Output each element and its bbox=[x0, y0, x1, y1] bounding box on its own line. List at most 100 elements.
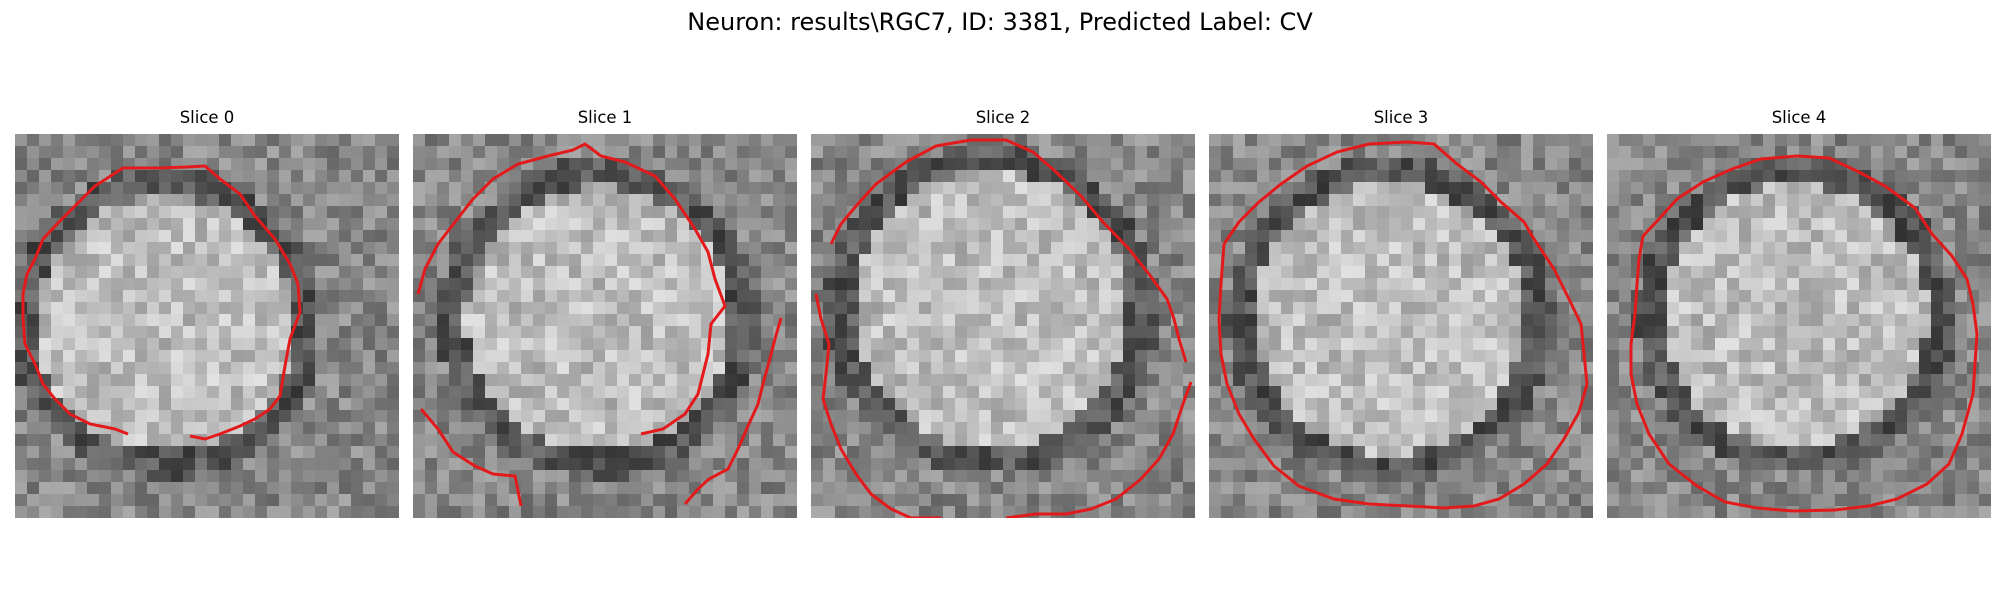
pixel-cell bbox=[847, 338, 860, 351]
pixel-cell bbox=[123, 146, 136, 159]
pixel-cell bbox=[1473, 194, 1486, 207]
pixel-cell bbox=[473, 218, 486, 231]
pixel-cell bbox=[1269, 482, 1282, 495]
pixel-cell bbox=[171, 254, 184, 267]
pixel-cell bbox=[1123, 230, 1136, 243]
pixel-cell bbox=[123, 278, 136, 291]
pixel-cell bbox=[605, 134, 618, 147]
pixel-cell bbox=[1557, 314, 1570, 327]
pixel-cell bbox=[279, 290, 292, 303]
pixel-cell bbox=[1353, 350, 1366, 363]
pixel-cell bbox=[1293, 206, 1306, 219]
pixel-cell bbox=[943, 182, 956, 195]
pixel-cell bbox=[1545, 302, 1558, 315]
pixel-cell bbox=[425, 494, 438, 507]
pixel-cell bbox=[1245, 182, 1258, 195]
slice-panel-4: Slice 4 bbox=[1607, 108, 1991, 520]
pixel-cell bbox=[387, 506, 399, 518]
pixel-cell bbox=[473, 254, 486, 267]
pixel-cell bbox=[569, 326, 582, 339]
pixel-cell bbox=[1473, 302, 1486, 315]
pixel-cell bbox=[1183, 182, 1195, 195]
pixel-cell bbox=[1715, 278, 1728, 291]
pixel-cell bbox=[1619, 278, 1632, 291]
pixel-cell bbox=[279, 206, 292, 219]
pixel-cell bbox=[303, 158, 316, 171]
pixel-cell bbox=[387, 218, 399, 231]
pixel-cell bbox=[1907, 242, 1920, 255]
pixel-cell bbox=[351, 134, 364, 147]
pixel-cell bbox=[1353, 290, 1366, 303]
pixel-cell bbox=[1919, 278, 1932, 291]
pixel-cell bbox=[1281, 242, 1294, 255]
pixel-cell bbox=[219, 146, 232, 159]
pixel-cell bbox=[243, 134, 256, 147]
pixel-cell bbox=[1281, 146, 1294, 159]
pixel-cell bbox=[581, 482, 594, 495]
pixel-cell bbox=[1329, 398, 1342, 411]
pixel-cell bbox=[1883, 266, 1896, 279]
pixel-cell bbox=[931, 434, 944, 447]
pixel-cell bbox=[1099, 158, 1112, 171]
pixel-cell bbox=[1799, 314, 1812, 327]
pixel-cell bbox=[1015, 410, 1028, 423]
pixel-cell bbox=[387, 458, 399, 471]
pixel-cell bbox=[1485, 338, 1498, 351]
pixel-cell bbox=[1461, 398, 1474, 411]
pixel-cell bbox=[255, 386, 268, 399]
pixel-cell bbox=[713, 170, 726, 183]
pixel-cell bbox=[1111, 134, 1124, 147]
pixel-cell bbox=[1147, 194, 1160, 207]
pixel-cell bbox=[931, 314, 944, 327]
pixel-cell bbox=[1135, 386, 1148, 399]
pixel-cell bbox=[1123, 470, 1136, 483]
pixel-cell bbox=[895, 386, 908, 399]
pixel-cell bbox=[1799, 278, 1812, 291]
pixel-cell bbox=[1943, 374, 1956, 387]
pixel-cell bbox=[1015, 302, 1028, 315]
pixel-cell bbox=[653, 218, 666, 231]
pixel-cell bbox=[375, 158, 388, 171]
pixel-cell bbox=[351, 470, 364, 483]
pixel-cell bbox=[1389, 206, 1402, 219]
pixel-cell bbox=[1063, 158, 1076, 171]
pixel-cell bbox=[485, 242, 498, 255]
pixel-cell bbox=[1111, 314, 1124, 327]
pixel-cell bbox=[243, 350, 256, 363]
pixel-cell bbox=[1883, 194, 1896, 207]
pixel-cell bbox=[677, 458, 690, 471]
pixel-cell bbox=[243, 254, 256, 267]
pixel-cell bbox=[1015, 470, 1028, 483]
pixel-cell bbox=[461, 458, 474, 471]
pixel-cell bbox=[1245, 158, 1258, 171]
pixel-cell bbox=[1245, 134, 1258, 147]
pixel-cell bbox=[1461, 326, 1474, 339]
pixel-cell bbox=[1353, 206, 1366, 219]
pixel-cell bbox=[1317, 146, 1330, 159]
pixel-cell bbox=[387, 134, 399, 147]
pixel-cell bbox=[437, 266, 450, 279]
pixel-cell bbox=[449, 470, 462, 483]
pixel-cell bbox=[351, 278, 364, 291]
pixel-cell bbox=[1329, 482, 1342, 495]
pixel-cell bbox=[15, 254, 28, 267]
pixel-cell bbox=[485, 362, 498, 375]
pixel-cell bbox=[629, 410, 642, 423]
pixel-cell bbox=[171, 470, 184, 483]
pixel-cell bbox=[1859, 350, 1872, 363]
pixel-cell bbox=[847, 134, 860, 147]
pixel-cell bbox=[617, 206, 630, 219]
pixel-cell bbox=[1425, 230, 1438, 243]
pixel-cell bbox=[1051, 194, 1064, 207]
pixel-cell bbox=[1859, 266, 1872, 279]
pixel-cell bbox=[497, 230, 510, 243]
pixel-cell bbox=[1233, 482, 1246, 495]
pixel-cell bbox=[27, 158, 40, 171]
pixel-cell bbox=[1655, 278, 1668, 291]
pixel-cell bbox=[339, 506, 352, 518]
pixel-cell bbox=[979, 350, 992, 363]
pixel-cell bbox=[509, 278, 522, 291]
pixel-cell bbox=[581, 338, 594, 351]
pixel-cell bbox=[1389, 446, 1402, 459]
pixel-cell bbox=[1075, 362, 1088, 375]
